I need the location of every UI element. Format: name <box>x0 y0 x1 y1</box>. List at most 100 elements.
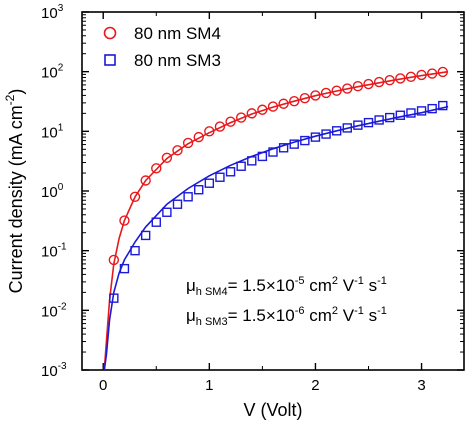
data-point-series-0 <box>225 116 236 127</box>
x-axis-title: V (Volt) <box>243 400 302 420</box>
data-point-series-1 <box>109 293 119 303</box>
y-tick-exponent: -1 <box>58 242 67 253</box>
y-tick-exponent: 3 <box>58 3 64 14</box>
data-point-series-0 <box>108 254 120 266</box>
y-tick-label: 102 <box>41 63 64 82</box>
data-point-series-0 <box>246 108 257 119</box>
data-point-series-1 <box>194 185 204 195</box>
y-tick-base: 10 <box>41 124 58 141</box>
y-tick-exponent: 2 <box>58 63 64 74</box>
y-tick-base: 10 <box>41 65 58 82</box>
x-tick-label: 2 <box>311 377 319 394</box>
y-tick-base: 10 <box>41 244 58 261</box>
data-point-series-0 <box>140 175 151 186</box>
data-point-series-0 <box>151 163 162 174</box>
data-point-series-0 <box>204 126 215 137</box>
mu-exponent: -5 <box>295 275 305 287</box>
y-tick-base: 10 <box>41 184 58 201</box>
data-point-series-1 <box>172 199 183 209</box>
data-point-series-1 <box>300 135 310 146</box>
data-point-series-1 <box>119 263 130 274</box>
unit-cm-exp: 2 <box>332 305 338 317</box>
x-tick-label: 1 <box>205 377 213 394</box>
data-point-series-0 <box>129 191 141 202</box>
mu-value: = 1.5×10 <box>228 306 295 325</box>
data-point-series-0 <box>416 69 427 81</box>
data-point-series-1 <box>310 132 321 142</box>
data-markers <box>108 66 448 303</box>
unit-s: s <box>364 306 377 325</box>
y-tick-exponent: 1 <box>58 122 64 133</box>
data-point-series-0 <box>310 90 321 101</box>
data-point-series-0 <box>363 78 374 90</box>
data-point-series-1 <box>374 115 384 125</box>
data-point-series-1 <box>257 151 268 162</box>
data-point-series-1 <box>289 139 299 149</box>
data-point-series-1 <box>427 103 437 114</box>
data-point-series-1 <box>416 106 427 116</box>
mu-symbol: μ <box>186 276 196 295</box>
y-tick-base: 10 <box>41 363 58 380</box>
unit-s-exp: -1 <box>377 275 387 287</box>
data-point-series-0 <box>182 137 194 149</box>
legend-marker-sm4 <box>103 26 117 40</box>
legend-entry-sm3: 80 nm SM3 <box>104 51 221 70</box>
data-point-series-1 <box>406 108 416 118</box>
data-point-series-1 <box>385 112 395 123</box>
y-tick-base: 10 <box>41 5 58 22</box>
data-point-series-0 <box>172 145 183 156</box>
y-tick-label: 10-1 <box>41 242 67 261</box>
unit-s-exp: -1 <box>377 305 387 317</box>
data-point-series-1 <box>331 126 342 136</box>
y-tick-label: 10-2 <box>41 301 67 320</box>
data-point-series-1 <box>278 143 289 153</box>
data-point-series-0 <box>373 76 385 88</box>
fit-line-series-1 <box>103 105 449 371</box>
data-point-series-1 <box>268 147 278 157</box>
data-point-series-1 <box>215 172 225 182</box>
y-tick-label: 10-3 <box>41 361 67 380</box>
fit-line-series-0 <box>103 70 449 371</box>
legend: 80 nm SM4 80 nm SM3 <box>103 24 221 70</box>
legend-label-sm4: 80 nm SM4 <box>134 24 221 43</box>
axis-ticks <box>82 11 464 371</box>
y-tick-label: 101 <box>41 122 64 141</box>
legend-entry-sm4: 80 nm SM4 <box>103 24 221 43</box>
y-axis-title-exp: -2 <box>3 94 17 105</box>
unit-v: V <box>338 306 355 325</box>
mobility-annotation-sm3: μh SM3= 1.5×10-6 cm2 V-1 s-1 <box>186 305 387 328</box>
legend-marker-sm3 <box>104 54 116 66</box>
data-point-series-1 <box>162 207 172 217</box>
data-point-series-1 <box>130 245 140 256</box>
data-point-series-0 <box>384 74 395 86</box>
data-point-series-0 <box>395 73 406 84</box>
data-point-series-1 <box>363 117 374 128</box>
data-point-series-0 <box>257 104 268 115</box>
data-point-series-1 <box>321 129 331 139</box>
data-point-series-1 <box>342 123 352 133</box>
legend-label-sm3: 80 nm SM3 <box>134 51 221 70</box>
unit-cm-exp: 2 <box>332 275 338 287</box>
mu-subscript: h SM4 <box>196 286 228 298</box>
unit-v: V <box>338 276 355 295</box>
y-tick-base: 10 <box>41 303 58 320</box>
unit-s: s <box>364 276 377 295</box>
fit-lines <box>103 70 449 371</box>
data-point-series-0 <box>352 81 364 92</box>
mobility-annotation-sm4: μh SM4= 1.5×10-5 cm2 V-1 s-1 <box>186 275 387 298</box>
data-point-series-0 <box>426 68 438 79</box>
data-point-series-1 <box>236 161 246 171</box>
y-tick-label: 103 <box>41 3 64 22</box>
data-point-series-0 <box>299 92 311 104</box>
data-point-series-0 <box>235 112 247 123</box>
data-point-series-1 <box>247 156 257 166</box>
data-point-series-0 <box>161 152 173 164</box>
x-tick-label: 3 <box>417 377 425 394</box>
data-point-series-1 <box>438 100 448 111</box>
data-point-series-1 <box>225 167 236 177</box>
mu-value: = 1.5×10 <box>228 276 295 295</box>
unit-v-exp: -1 <box>354 275 364 287</box>
y-tick-exponent: -3 <box>58 361 67 372</box>
